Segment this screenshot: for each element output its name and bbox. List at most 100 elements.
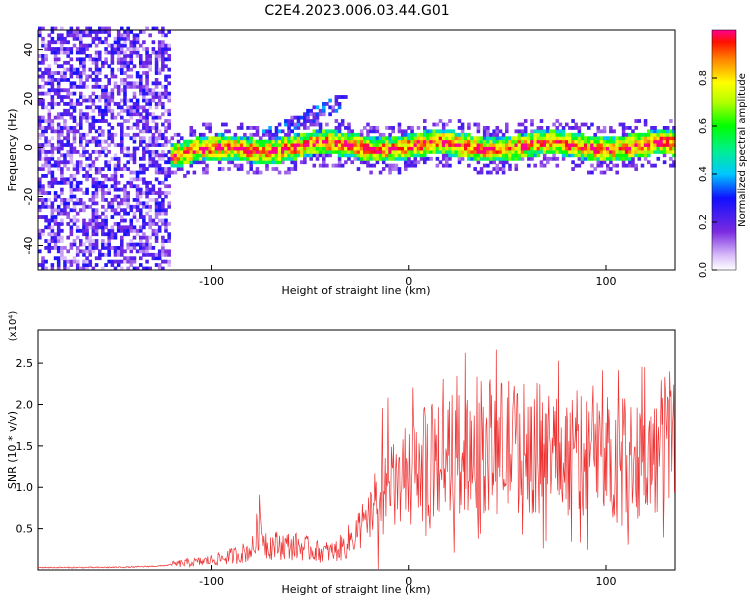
heatmap-cell	[154, 160, 159, 165]
heatmap-cell	[331, 129, 336, 134]
heatmap-cell	[495, 167, 500, 171]
heatmap-cell	[132, 259, 137, 264]
heatmap-cell	[53, 115, 58, 120]
heatmap-cell	[85, 47, 89, 51]
heatmap-cell	[366, 150, 370, 154]
heatmap-cell	[621, 143, 626, 147]
heatmap-cell	[139, 105, 143, 110]
heatmap-cell	[53, 78, 58, 82]
heatmap-cell	[423, 143, 427, 147]
heatmap-cell	[139, 54, 143, 58]
heatmap-cell	[404, 129, 408, 134]
heatmap-cell	[419, 143, 424, 147]
heatmap-cell	[369, 163, 373, 168]
heatmap-cell	[79, 143, 83, 147]
heatmap-cell	[293, 139, 298, 144]
heatmap-cell	[94, 78, 99, 82]
heatmap-cell	[38, 132, 42, 137]
heatmap-cell	[157, 95, 162, 99]
heatmap-cell	[192, 146, 197, 151]
heatmap-cell	[265, 156, 269, 161]
heatmap-cell	[366, 136, 370, 141]
heatmap-cell	[148, 126, 152, 130]
heatmap-cell	[284, 146, 288, 151]
heatmap-cell	[53, 146, 58, 151]
heatmap-cell	[303, 160, 307, 165]
heatmap-cell	[104, 119, 108, 123]
heatmap-cell	[85, 259, 89, 264]
heatmap-cell	[426, 150, 430, 154]
heatmap-cell	[135, 242, 140, 247]
heatmap-cell	[66, 235, 70, 240]
heatmap-cell	[170, 146, 175, 151]
heatmap-cell	[239, 139, 244, 144]
heatmap-cell	[542, 163, 547, 168]
heatmap-cell	[101, 252, 105, 257]
heatmap-cell	[375, 146, 380, 151]
heatmap-cell	[239, 153, 244, 158]
heatmap-cell	[192, 160, 197, 165]
heatmap-cell	[38, 122, 42, 127]
heatmap-cell	[47, 249, 52, 254]
heatmap-cell	[104, 163, 108, 168]
heatmap-cell	[255, 153, 260, 158]
heatmap-cell	[498, 156, 503, 161]
heatmap-cell	[492, 146, 496, 151]
heatmap-cell	[167, 252, 171, 257]
heatmap-cell	[647, 136, 651, 141]
heatmap-cell	[293, 132, 298, 137]
heatmap-cell	[139, 167, 143, 171]
heatmap-cell	[91, 163, 96, 168]
heatmap-cell	[79, 198, 83, 202]
heatmap-cell	[75, 102, 80, 106]
heatmap-cell	[167, 122, 171, 127]
heatmap-cell	[145, 204, 149, 209]
heatmap-cell	[72, 67, 77, 72]
heatmap-cell	[60, 256, 64, 261]
heatmap-cell	[189, 146, 194, 151]
heatmap-cell	[599, 160, 604, 165]
heatmap-cell	[126, 67, 130, 72]
heatmap-cell	[107, 160, 111, 165]
heatmap-cell	[634, 167, 638, 171]
heatmap-cell	[359, 129, 364, 134]
heatmap-cell	[366, 122, 370, 127]
heatmap-cell	[555, 132, 560, 137]
heatmap-cell	[161, 191, 165, 195]
heatmap-cell	[157, 201, 162, 206]
heatmap-cell	[202, 122, 206, 127]
heatmap-cell	[82, 43, 86, 48]
heatmap-cell	[126, 150, 130, 154]
heatmap-cell	[315, 136, 320, 141]
heatmap-cell	[325, 122, 329, 127]
heatmap-cell	[72, 81, 77, 86]
heatmap-cell	[618, 146, 623, 151]
heatmap-cell	[546, 136, 550, 141]
heatmap-cell	[249, 132, 253, 137]
heatmap-cell	[164, 57, 168, 62]
heatmap-cell	[378, 150, 383, 154]
heatmap-cell	[94, 177, 99, 182]
heatmap-cell	[211, 156, 216, 161]
heatmap-cell	[176, 167, 181, 171]
heatmap-cell	[53, 40, 58, 45]
heatmap-cell	[224, 122, 228, 127]
heatmap-cell	[615, 170, 619, 175]
heatmap-cell	[498, 146, 503, 151]
heatmap-cell	[116, 204, 121, 209]
heatmap-cell	[647, 143, 651, 147]
heatmap-cell	[135, 201, 140, 206]
heatmap-cell	[94, 105, 99, 110]
heatmap-cell	[460, 126, 465, 130]
heatmap-cell	[438, 146, 443, 151]
heatmap-cell	[482, 150, 487, 154]
heatmap-cell	[299, 132, 304, 137]
heatmap-cell	[470, 153, 474, 158]
heatmap-cell	[208, 156, 212, 161]
heatmap-cell	[148, 208, 152, 213]
heatmap-cell	[132, 246, 137, 250]
heatmap-cell	[407, 139, 411, 144]
heatmap-cell	[104, 153, 108, 158]
heatmap-cell	[527, 150, 531, 154]
heatmap-cell	[183, 153, 187, 158]
